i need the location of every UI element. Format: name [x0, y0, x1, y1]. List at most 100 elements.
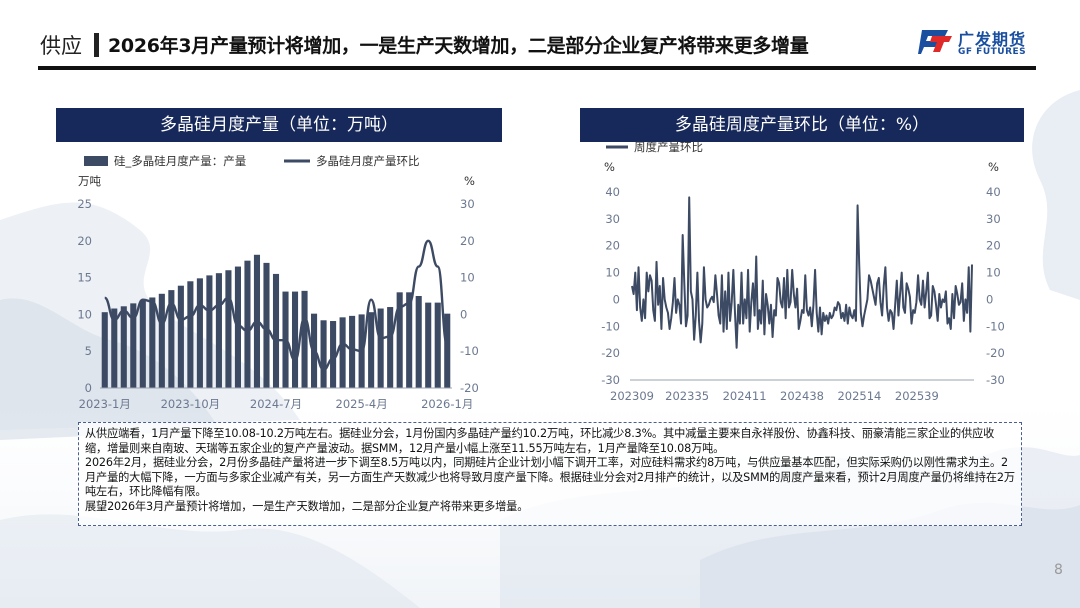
production-bar [339, 317, 346, 388]
production-bar [263, 262, 270, 388]
production-bar [368, 312, 375, 388]
left-y-tick-label: 10 [77, 307, 92, 321]
weekly-mom-chart: 周度产量环比 % % -30 -30 -20 -20 -10 -10 0 0 10 10 20 20 3… [601, 140, 1005, 403]
right-y-tick-label: -10 [460, 344, 479, 358]
production-bar [215, 273, 222, 388]
production-bar [120, 306, 127, 388]
production-bar [196, 278, 203, 388]
production-bar [406, 292, 413, 388]
x-tick-label: 2023-10月 [161, 397, 221, 411]
weekly-x-tick-label: 202539 [895, 389, 939, 403]
weekly-chart-title: 多晶硅周度产量环比（单位：%） [580, 108, 1024, 142]
weekly-x-tick-label: 202309 [610, 389, 654, 403]
left-y-tick-label: 20 [77, 234, 92, 248]
weekly-x-tick-label: 202438 [780, 389, 824, 403]
production-bar [177, 285, 184, 388]
monthly-mom-line [104, 239, 449, 371]
production-bar [139, 300, 146, 388]
production-bar [396, 292, 403, 388]
production-bar [187, 281, 194, 388]
production-bar [101, 312, 108, 388]
header-rule [38, 66, 1036, 70]
commentary-box: 从供应端看，1月产量下降至10.08-10.2万吨左右。据硅业分会，1月份国内多… [78, 422, 1022, 526]
monthly-production-chart: 硅_多晶硅月度产量：产量 多晶硅月度产量环比 万吨 % 0 5 10 15 20 25 -2… [77, 154, 478, 411]
left-y-tick-label: 0 [85, 381, 92, 395]
weekly-right-tick-label: 10 [986, 266, 1001, 280]
logo-text-cn: 广发期货 [958, 30, 1027, 49]
x-tick-label: 2024-7月 [250, 397, 302, 411]
weekly-right-tick-label: 0 [986, 292, 993, 306]
production-bar [130, 303, 137, 388]
logo-text-en: GF FUTURES [958, 47, 1027, 57]
production-bar [320, 320, 327, 388]
legend-swatch-bar [84, 156, 108, 166]
left-axis-unit: 万吨 [78, 174, 101, 188]
right-y-tick-label: -20 [460, 381, 479, 395]
commentary-paragraph-3: 展望2026年3月产量预计将增加，一是生产天数增加，二是部分企业复产将带来更多增… [85, 499, 529, 513]
weekly-left-tick-label: 40 [605, 185, 620, 199]
x-tick-label: 2023-1月 [79, 397, 131, 411]
production-bar [434, 302, 441, 388]
x-tick-label: 2026-1月 [421, 397, 473, 411]
gf-futures-logo: 广发期货 GF FUTURES [918, 22, 1048, 62]
weekly-right-tick-label: 30 [986, 212, 1001, 226]
x-tick-label: 2025-4月 [336, 397, 388, 411]
production-bar [301, 290, 308, 388]
legend-label-weekly: 周度产量环比 [634, 140, 703, 154]
production-bar [168, 290, 175, 388]
mom-line-path [104, 239, 449, 371]
weekly-left-unit: % [604, 160, 615, 174]
weekly-x-ticks: 202309 202335 202411 202438 202514 202539 [610, 389, 939, 403]
production-bar [444, 313, 451, 388]
production-bar [158, 293, 165, 388]
left-y-tick-label: 25 [77, 197, 92, 211]
production-bar [330, 321, 337, 388]
section-label: 供应 [40, 34, 82, 58]
monthly-bars [100, 254, 452, 389]
right-y-tick-label: 20 [460, 234, 475, 248]
production-bar [415, 296, 422, 388]
weekly-chart-legend: 周度产量环比 [606, 140, 703, 154]
weekly-left-tick-label: 10 [605, 266, 620, 280]
legend-label-mom: 多晶硅月度产量环比 [316, 154, 420, 168]
weekly-right-tick-label: -10 [986, 319, 1005, 333]
production-bar [272, 273, 280, 388]
right-y-tick-label: 0 [460, 307, 467, 321]
weekly-right-unit: % [988, 160, 999, 174]
right-axis-unit: % [464, 174, 475, 188]
production-bar [244, 260, 251, 388]
commentary-paragraph-1: 从供应端看，1月产量下降至10.08-10.2万吨左右。据硅业分会，1月份国内多… [85, 427, 995, 455]
weekly-mom-line [630, 196, 974, 381]
production-bar [425, 302, 432, 388]
production-bar [111, 308, 118, 388]
production-bar [349, 315, 356, 388]
weekly-left-tick-label: -20 [601, 346, 620, 360]
weekly-left-tick-label: -30 [601, 373, 620, 387]
weekly-left-tick-label: 30 [605, 212, 620, 226]
left-y-tick-label: 15 [77, 271, 92, 285]
monthly-x-ticks: 2023-1月 2023-10月 2024-7月 2025-4月 2026-1月 [79, 397, 474, 411]
production-bar [377, 308, 384, 388]
weekly-right-tick-label: 40 [986, 185, 1001, 199]
production-bar [149, 297, 156, 388]
production-bar [387, 307, 394, 388]
production-bar [291, 291, 299, 388]
monthly-y-ticks: 0 5 10 15 20 25 -20 -10 0 10 20 30 [77, 197, 478, 395]
monthly-chart-legend: 硅_多晶硅月度产量：产量 多晶硅月度产量环比 [84, 154, 420, 168]
weekly-x-tick-label: 202411 [723, 389, 767, 403]
weekly-right-tick-label: -20 [986, 346, 1005, 360]
monthly-chart-title: 多晶硅月度产量（单位：万吨） [56, 108, 502, 142]
weekly-x-tick-label: 202514 [837, 389, 881, 403]
legend-label-production: 硅_多晶硅月度产量：产量 [114, 154, 246, 168]
left-y-tick-label: 5 [85, 344, 92, 358]
weekly-y-ticks: -30 -30 -20 -20 -10 -10 0 0 10 10 20 20 30 30 40 40 [601, 185, 1005, 387]
weekly-line-path [631, 196, 973, 349]
weekly-left-tick-label: -10 [601, 319, 620, 333]
right-y-tick-label: 30 [460, 197, 475, 211]
production-bar [206, 275, 213, 388]
weekly-left-tick-label: 20 [605, 239, 620, 253]
weekly-right-tick-label: 20 [986, 239, 1001, 253]
slide-title: 2026年3月产量预计将增加，一是生产天数增加，二是部分企业复产将带来更多增量 [108, 35, 809, 57]
page-number: 8 [1054, 562, 1063, 578]
header-divider-bar [94, 33, 99, 57]
